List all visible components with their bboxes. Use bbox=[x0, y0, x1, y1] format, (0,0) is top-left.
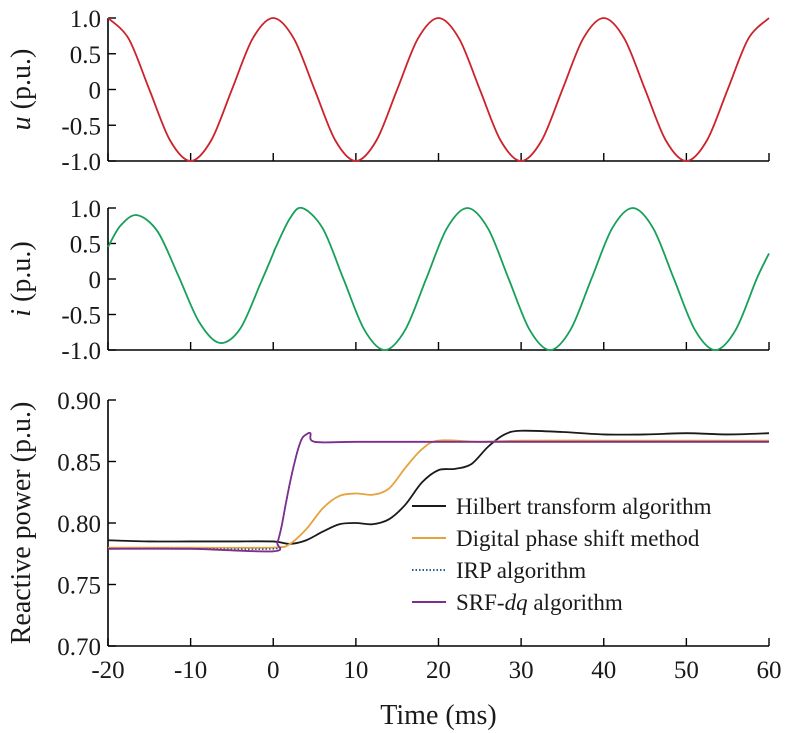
x-tick-label: -10 bbox=[174, 657, 207, 684]
series-line bbox=[107, 206, 770, 351]
y-tick-label: -1.0 bbox=[61, 338, 101, 365]
y-tick-label: 1.0 bbox=[70, 196, 101, 223]
y-axis-label: u (p.u.) bbox=[6, 49, 37, 131]
x-tick-label: 30 bbox=[509, 657, 534, 684]
y-tick-label: 0.5 bbox=[70, 232, 101, 259]
panel-3: 0.70 0.75 0.80 0.85 0.90 -20 -10 0 10 20 30 40 50 60 R… bbox=[6, 388, 782, 731]
y-axis-label-unit: (p.u.) bbox=[6, 49, 37, 117]
x-tick-label: 20 bbox=[426, 657, 451, 684]
y-tick-label: 0.80 bbox=[57, 511, 101, 538]
y-axis-label: Reactive power (p.u.) bbox=[6, 402, 37, 645]
y-tick-label: 0.85 bbox=[57, 450, 101, 477]
panel-2: -1.0 -0.5 0 0.5 1.0 i (p.u.) bbox=[6, 196, 770, 365]
series-line bbox=[107, 431, 769, 553]
panels-group: -1.0 -0.5 0 0.5 1.0 u (p.u.) -1.0 -0.5 0 0.5 1.0 i … bbox=[6, 6, 782, 731]
y-axis-label: i (p.u.) bbox=[6, 241, 37, 316]
series-line bbox=[107, 429, 770, 545]
x-tick-label: 0 bbox=[267, 657, 280, 684]
x-tick-label: 10 bbox=[343, 657, 368, 684]
series-line bbox=[108, 439, 769, 549]
y-tick-label: 0.70 bbox=[57, 634, 101, 661]
x-tick-label: -20 bbox=[91, 657, 124, 684]
y-axis-label-var: u bbox=[6, 116, 37, 130]
legend-label: Hilbert transform algorithm bbox=[456, 494, 712, 519]
y-tick-label: 0.5 bbox=[70, 42, 101, 69]
y-tick-label: 1.0 bbox=[70, 6, 101, 33]
x-tick-label: 50 bbox=[674, 657, 699, 684]
series-line bbox=[107, 17, 770, 162]
y-tick-label: 0.90 bbox=[57, 388, 101, 415]
y-tick-label: 0.75 bbox=[57, 573, 101, 600]
x-tick-label: 60 bbox=[757, 657, 782, 684]
y-tick-label: -0.5 bbox=[61, 303, 101, 330]
y-tick-label: 0 bbox=[89, 267, 102, 294]
y-tick-label: 0 bbox=[89, 78, 102, 105]
y-tick-label: -0.5 bbox=[61, 113, 101, 140]
y-axis-label-unit: (p.u.) bbox=[6, 241, 37, 309]
legend-label: SRF-dq algorithm bbox=[456, 590, 623, 615]
legend-label: Digital phase shift method bbox=[456, 526, 700, 551]
x-tick-label: 40 bbox=[591, 657, 616, 684]
y-tick-label: -1.0 bbox=[61, 149, 101, 176]
y-axis-label-var: i bbox=[6, 309, 37, 317]
legend-label: IRP algorithm bbox=[456, 558, 586, 583]
x-axis-label: Time (ms) bbox=[380, 700, 496, 731]
legend: Hilbert transform algorithm Digital phase… bbox=[412, 494, 712, 615]
panel-1: -1.0 -0.5 0 0.5 1.0 u (p.u.) bbox=[6, 6, 770, 176]
